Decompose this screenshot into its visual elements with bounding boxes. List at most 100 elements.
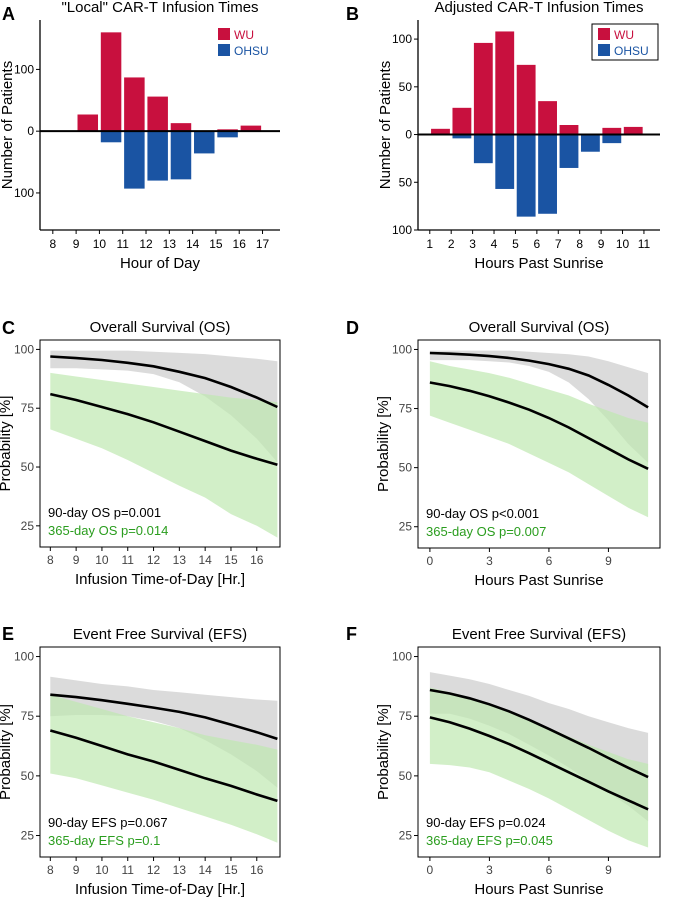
ohsu-bar <box>124 131 145 189</box>
chart-title: Adjusted CAR-T Infusion Times <box>435 0 644 16</box>
x-axis-label: Hours Past Sunrise <box>474 881 603 898</box>
legend-label: OHSU <box>614 44 649 58</box>
wu-bar <box>147 96 168 132</box>
chart-title: Event Free Survival (EFS) <box>452 626 626 643</box>
ohsu-bar <box>538 134 557 214</box>
y-tick-label: 100 <box>14 342 34 356</box>
x-tick-label: 14 <box>198 863 212 877</box>
wu-bar <box>623 126 643 135</box>
y-tick-label: 50 <box>399 175 413 189</box>
wu-bar <box>431 128 450 135</box>
wu-bar <box>495 31 515 135</box>
chart-title: Overall Survival (OS) <box>90 319 231 336</box>
ci-band-365day <box>50 694 278 843</box>
x-tick-label: 16 <box>233 237 247 251</box>
ci-band-365day <box>429 361 649 518</box>
x-tick-label: 9 <box>605 554 612 568</box>
p-value-annotation: 90-day OS p=0.001 <box>48 505 161 520</box>
ohsu-bar <box>580 134 600 152</box>
p-value-annotation: 365-day EFS p=0.045 <box>426 833 553 848</box>
y-axis-label: Probability [%] <box>375 704 392 800</box>
x-axis-label: Infusion Time-of-Day [Hr.] <box>75 881 245 898</box>
plot-frame <box>39 646 281 858</box>
plot-frame <box>417 646 661 858</box>
line-90day <box>50 355 278 409</box>
y-axis-label: Probability [%] <box>0 704 14 800</box>
ohsu-bar <box>602 134 622 144</box>
ci-band-90day <box>50 676 278 788</box>
x-tick-label: 17 <box>256 237 270 251</box>
y-tick-label: 100 <box>14 186 34 200</box>
wu-bar <box>559 125 579 135</box>
ohsu-bar <box>452 134 472 139</box>
p-value-annotation: 365-day OS p=0.007 <box>426 524 546 539</box>
ci-band-365day <box>50 372 278 538</box>
line-90day <box>429 351 649 409</box>
panel-letter: A <box>2 4 15 24</box>
x-tick-label: 6 <box>546 554 553 568</box>
y-tick-label: 50 <box>21 769 35 783</box>
y-tick-label: 50 <box>21 460 35 474</box>
legend-swatch <box>218 44 230 56</box>
legend-swatch <box>598 44 610 56</box>
x-axis-label: Infusion Time-of-Day [Hr.] <box>75 571 245 588</box>
panel-letter: F <box>346 624 357 644</box>
chart-title: Overall Survival (OS) <box>469 319 610 336</box>
y-tick-label: 50 <box>399 80 413 94</box>
wu-bar <box>170 123 192 132</box>
x-tick-label: 11 <box>122 553 135 567</box>
x-tick-label: 1 <box>426 237 433 251</box>
y-tick-label: 100 <box>392 223 412 237</box>
x-tick-label: 6 <box>534 237 541 251</box>
y-tick-label: 75 <box>399 709 413 723</box>
plot-frame <box>417 339 661 549</box>
y-tick-label: 0 <box>27 124 34 138</box>
legend-swatch <box>598 28 610 40</box>
y-tick-label: 75 <box>21 709 35 723</box>
ohsu-bar <box>473 134 493 164</box>
x-tick-label: 4 <box>491 237 498 251</box>
wu-bar <box>516 64 536 135</box>
x-tick-label: 11 <box>116 237 129 251</box>
wu-bar <box>240 125 262 132</box>
y-tick-label: 50 <box>399 461 413 475</box>
panel-letter: D <box>346 318 359 338</box>
ci-band-90day <box>50 350 278 463</box>
panel-C: C Overall Survival (OS) 25 50 75 100 8 9 10 11 12 1… <box>0 318 281 588</box>
wu-bar <box>602 127 622 135</box>
ohsu-bar <box>147 131 168 181</box>
y-tick-label: 100 <box>392 32 412 46</box>
legend-label: OHSU <box>234 44 269 58</box>
p-value-annotation: 90-day EFS p=0.024 <box>426 815 546 830</box>
x-tick-label: 15 <box>209 237 223 251</box>
x-tick-label: 0 <box>427 863 434 877</box>
x-tick-label: 11 <box>638 237 651 251</box>
wu-bar <box>452 107 472 135</box>
y-tick-label: 0 <box>405 128 412 142</box>
x-tick-label: 15 <box>224 553 238 567</box>
wu-bar <box>124 77 145 132</box>
x-tick-label: 7 <box>555 237 562 251</box>
y-tick-label: 75 <box>21 401 35 415</box>
y-axis-label: Number of Patients <box>377 61 394 189</box>
x-axis-label: Hours Past Sunrise <box>474 255 603 272</box>
x-tick-label: 8 <box>49 237 56 251</box>
legend-label: WU <box>614 28 634 42</box>
panel-A: A "Local" CAR-T Infusion Times 100 0 100 8 9 10… <box>0 0 280 272</box>
ohsu-bar <box>194 131 215 154</box>
y-tick-label: 50 <box>399 769 413 783</box>
line-90day <box>50 693 278 741</box>
p-value-annotation: 365-day OS p=0.014 <box>48 523 168 538</box>
x-tick-label: 8 <box>576 237 583 251</box>
p-value-annotation: 365-day EFS p=0.1 <box>48 833 160 848</box>
line-90day <box>429 688 649 779</box>
y-tick-label: 75 <box>399 402 413 416</box>
legend-box <box>591 23 659 61</box>
x-tick-label: 12 <box>147 863 161 877</box>
y-tick-label: 100 <box>392 342 412 356</box>
x-tick-label: 2 <box>448 237 455 251</box>
x-tick-label: 14 <box>186 237 200 251</box>
chart-title: Event Free Survival (EFS) <box>73 626 247 643</box>
x-tick-label: 8 <box>47 553 54 567</box>
